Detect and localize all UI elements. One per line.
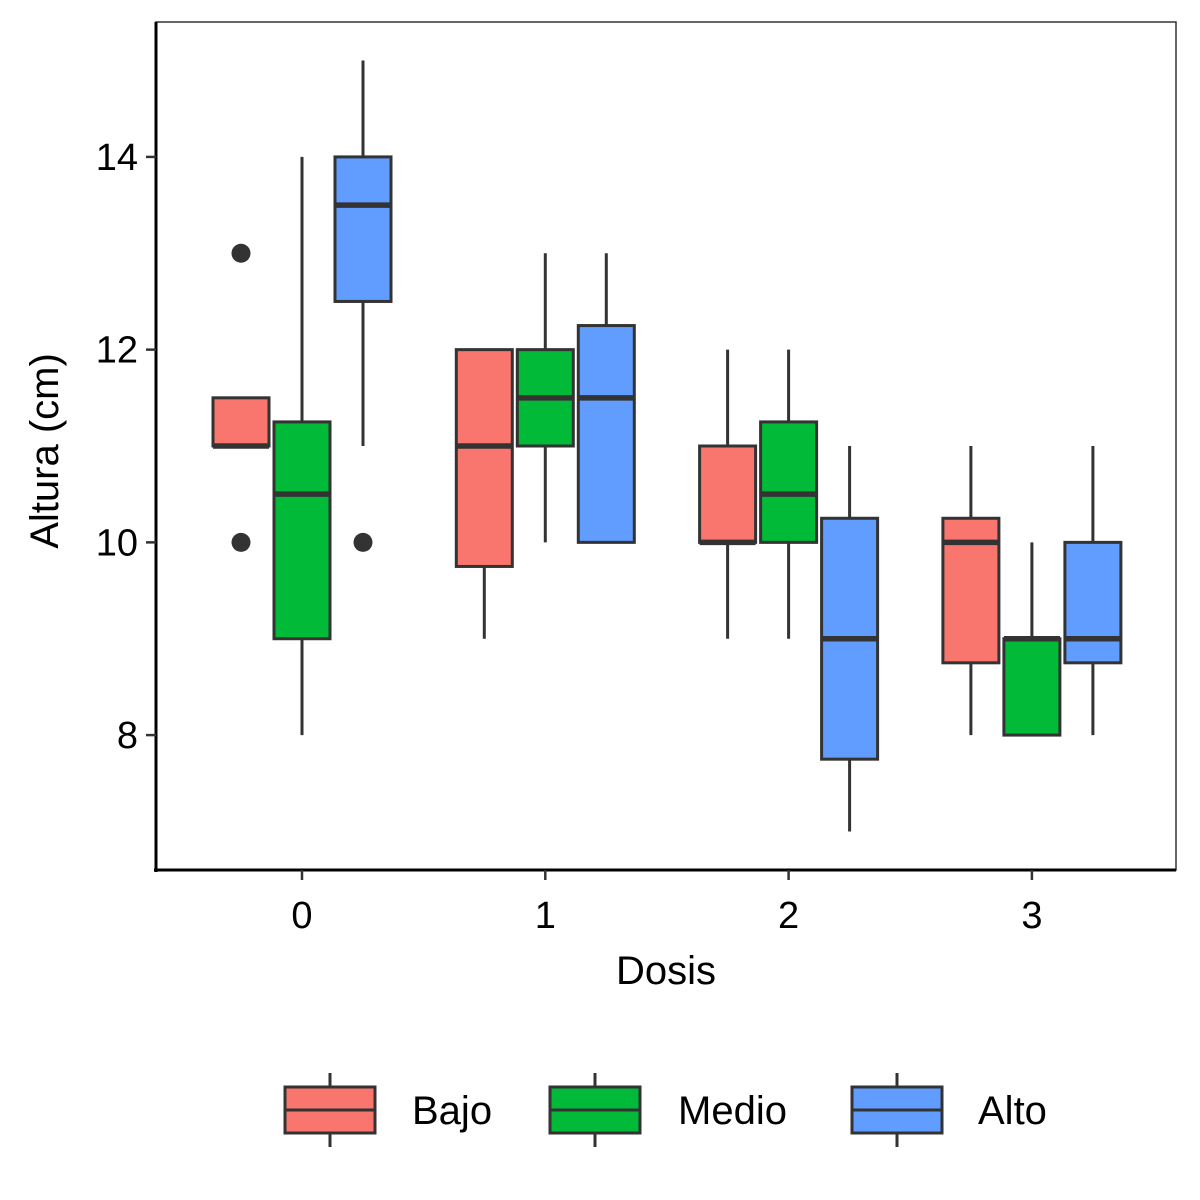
box-alto-1 xyxy=(576,253,636,544)
box-bajo-0 xyxy=(211,243,271,552)
box-alto-3 xyxy=(1063,446,1123,736)
box-medio-1 xyxy=(515,253,575,543)
x-tick-label: 3 xyxy=(1021,895,1042,937)
box-body xyxy=(759,420,819,544)
box-body xyxy=(454,348,514,568)
legend-item-bajo: Bajo xyxy=(283,1073,492,1147)
outlier-point xyxy=(231,532,251,552)
box-medio-3 xyxy=(1002,542,1062,737)
y-tick-label: 12 xyxy=(96,330,138,372)
box-bajo-3 xyxy=(941,446,1001,736)
box-body xyxy=(272,420,332,641)
y-tick-label: 14 xyxy=(96,137,138,179)
outlier-point xyxy=(353,532,373,552)
plot-area xyxy=(211,60,1123,832)
box-body xyxy=(698,444,758,544)
legend-item-medio: Medio xyxy=(548,1073,787,1147)
box-body xyxy=(1002,637,1062,737)
y-tick-label: 8 xyxy=(117,715,138,757)
box-bajo-2 xyxy=(698,349,758,639)
legend: Bajo Medio Alto xyxy=(283,1073,1047,1147)
box-bajo-1 xyxy=(454,348,514,639)
x-tick-label: 0 xyxy=(291,895,312,937)
box-alto-2 xyxy=(820,446,880,832)
x-axis-title: Dosis xyxy=(616,949,716,993)
y-axis-title: Altura (cm) xyxy=(23,353,67,549)
legend-label: Alto xyxy=(978,1089,1047,1133)
box-body xyxy=(576,324,636,544)
box-body xyxy=(333,155,393,303)
x-tick-label: 2 xyxy=(778,895,799,937)
box-body xyxy=(1063,540,1123,665)
x-tick-label: 1 xyxy=(535,895,556,937)
box-medio-2 xyxy=(759,349,819,639)
legend-label: Medio xyxy=(678,1089,787,1133)
box-alto-0 xyxy=(333,60,393,552)
y-tick-label: 10 xyxy=(96,522,138,564)
outlier-point xyxy=(231,243,251,263)
box-body xyxy=(211,396,271,448)
legend-label: Bajo xyxy=(412,1089,492,1133)
legend-item-alto: Alto xyxy=(850,1073,1047,1147)
box-medio-0 xyxy=(272,156,332,736)
